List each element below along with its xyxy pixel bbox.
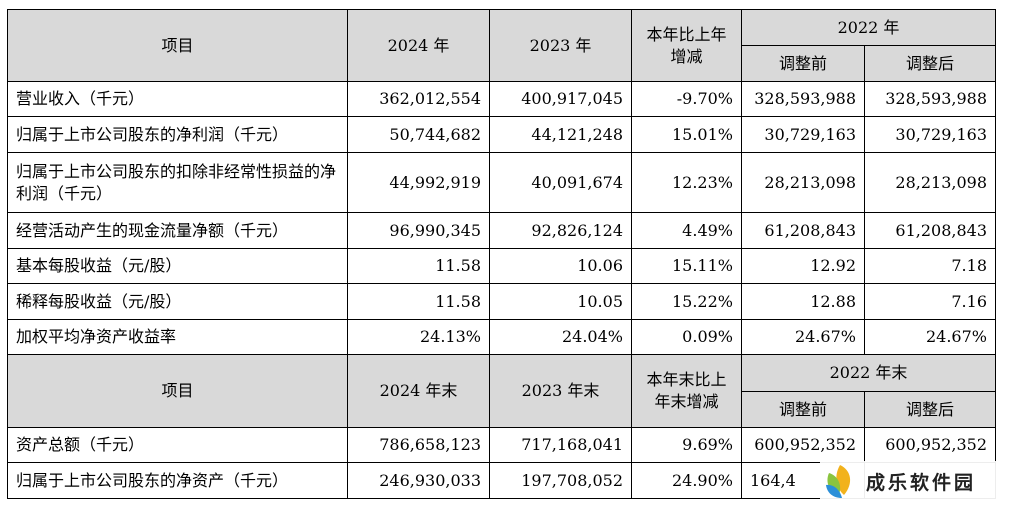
cell-before: 61,208,843 <box>741 212 865 249</box>
cell-after: 61,208,843 <box>864 212 996 249</box>
leaf-logo-icon <box>826 465 851 498</box>
row-label: 营业收入（千元） <box>7 81 348 117</box>
header2-after: 调整后 <box>864 391 996 428</box>
cell-after: 7.18 <box>864 248 996 284</box>
cell-change: 24.90% <box>631 462 742 499</box>
cell-2024: 362,012,554 <box>347 81 490 117</box>
cell-change: 15.22% <box>631 283 742 320</box>
header2-2023: 2023 年末 <box>489 354 632 428</box>
cell-change: 15.01% <box>631 116 742 153</box>
header2-change: 本年末比上年末增减 <box>631 354 742 428</box>
cell-2024: 11.58 <box>347 283 490 320</box>
row-label: 归属于上市公司股东的扣除非经常性损益的净利润（千元） <box>7 152 348 213</box>
row-label: 稀释每股收益（元/股） <box>7 283 348 320</box>
cell-before: 28,213,098 <box>741 152 865 213</box>
header2-before: 调整前 <box>741 391 865 428</box>
cell-after: 24.67% <box>864 319 996 355</box>
cell-change: 4.49% <box>631 212 742 249</box>
table-row: 归属于上市公司股东的扣除非经常性损益的净利润（千元） 44,992,919 40… <box>7 152 996 213</box>
cell-change: 0.09% <box>631 319 742 355</box>
table-row: 资产总额（千元） 786,658,123 717,168,041 9.69% 6… <box>7 427 996 463</box>
table-row: 稀释每股收益（元/股） 11.58 10.05 15.22% 12.88 7.1… <box>7 283 996 320</box>
cell-after: 30,729,163 <box>864 116 996 153</box>
table-row: 基本每股收益（元/股） 11.58 10.06 15.11% 12.92 7.1… <box>7 248 996 284</box>
cell-2023: 24.04% <box>489 319 632 355</box>
table-row: 归属于上市公司股东的净利润（千元） 50,744,682 44,121,248 … <box>7 116 996 153</box>
header1-before: 调整前 <box>741 45 865 82</box>
header2-2024: 2024 年末 <box>347 354 490 428</box>
cell-after: 28,213,098 <box>864 152 996 213</box>
cell-2023: 44,121,248 <box>489 116 632 153</box>
cell-after: 7.16 <box>864 283 996 320</box>
row-label: 归属于上市公司股东的净利润（千元） <box>7 116 348 153</box>
cell-2023: 10.06 <box>489 248 632 284</box>
cell-2023: 400,917,045 <box>489 81 632 117</box>
header2-item: 项目 <box>7 354 348 428</box>
table-row: 加权平均净资产收益率 24.13% 24.04% 0.09% 24.67% 24… <box>7 319 996 355</box>
header1-2022: 2022 年 <box>741 9 996 46</box>
cell-2023: 197,708,052 <box>489 462 632 499</box>
header2-2022: 2022 年末 <box>741 354 996 392</box>
cell-2024: 246,930,033 <box>347 462 490 499</box>
cell-before: 24.67% <box>741 319 865 355</box>
row-label: 加权平均净资产收益率 <box>7 319 348 355</box>
watermark-text: 成乐软件园 <box>866 471 977 494</box>
cell-2024: 24.13% <box>347 319 490 355</box>
financial-summary-table: 项目 2024 年 2023 年 本年比上年增减 2022 年 调整前 调整后 … <box>7 9 996 499</box>
watermark: 成乐软件园 <box>820 461 1010 501</box>
header1-change: 本年比上年增减 <box>631 9 742 82</box>
cell-before: 12.88 <box>741 283 865 320</box>
cell-2024: 50,744,682 <box>347 116 490 153</box>
table-row: 经营活动产生的现金流量净额（千元） 96,990,345 92,826,124 … <box>7 212 996 249</box>
cell-2023: 10.05 <box>489 283 632 320</box>
cell-2023: 40,091,674 <box>489 152 632 213</box>
cell-after: 328,593,988 <box>864 81 996 117</box>
cell-2023: 717,168,041 <box>489 427 632 463</box>
cell-change: 12.23% <box>631 152 742 213</box>
cell-before: 600,952,352 <box>741 427 865 463</box>
cell-2023: 92,826,124 <box>489 212 632 249</box>
cell-2024: 44,992,919 <box>347 152 490 213</box>
cell-change: 9.69% <box>631 427 742 463</box>
header1-2024: 2024 年 <box>347 9 490 82</box>
cell-before: 328,593,988 <box>741 81 865 117</box>
header1-2023: 2023 年 <box>489 9 632 82</box>
table-row: 营业收入（千元） 362,012,554 400,917,045 -9.70% … <box>7 81 996 117</box>
cell-before: 30,729,163 <box>741 116 865 153</box>
header1-after: 调整后 <box>864 45 996 82</box>
row-label: 基本每股收益（元/股） <box>7 248 348 284</box>
cell-2024: 11.58 <box>347 248 490 284</box>
cell-2024: 96,990,345 <box>347 212 490 249</box>
cell-change: -9.70% <box>631 81 742 117</box>
row-label: 经营活动产生的现金流量净额（千元） <box>7 212 348 249</box>
cell-before: 12.92 <box>741 248 865 284</box>
cell-2024: 786,658,123 <box>347 427 490 463</box>
cell-after: 600,952,352 <box>864 427 996 463</box>
table-row: 归属于上市公司股东的净资产（千元） 246,930,033 197,708,05… <box>7 462 996 499</box>
row-label: 归属于上市公司股东的净资产（千元） <box>7 462 348 499</box>
row-label: 资产总额（千元） <box>7 427 348 463</box>
header1-item: 项目 <box>7 9 348 82</box>
cell-change: 15.11% <box>631 248 742 284</box>
